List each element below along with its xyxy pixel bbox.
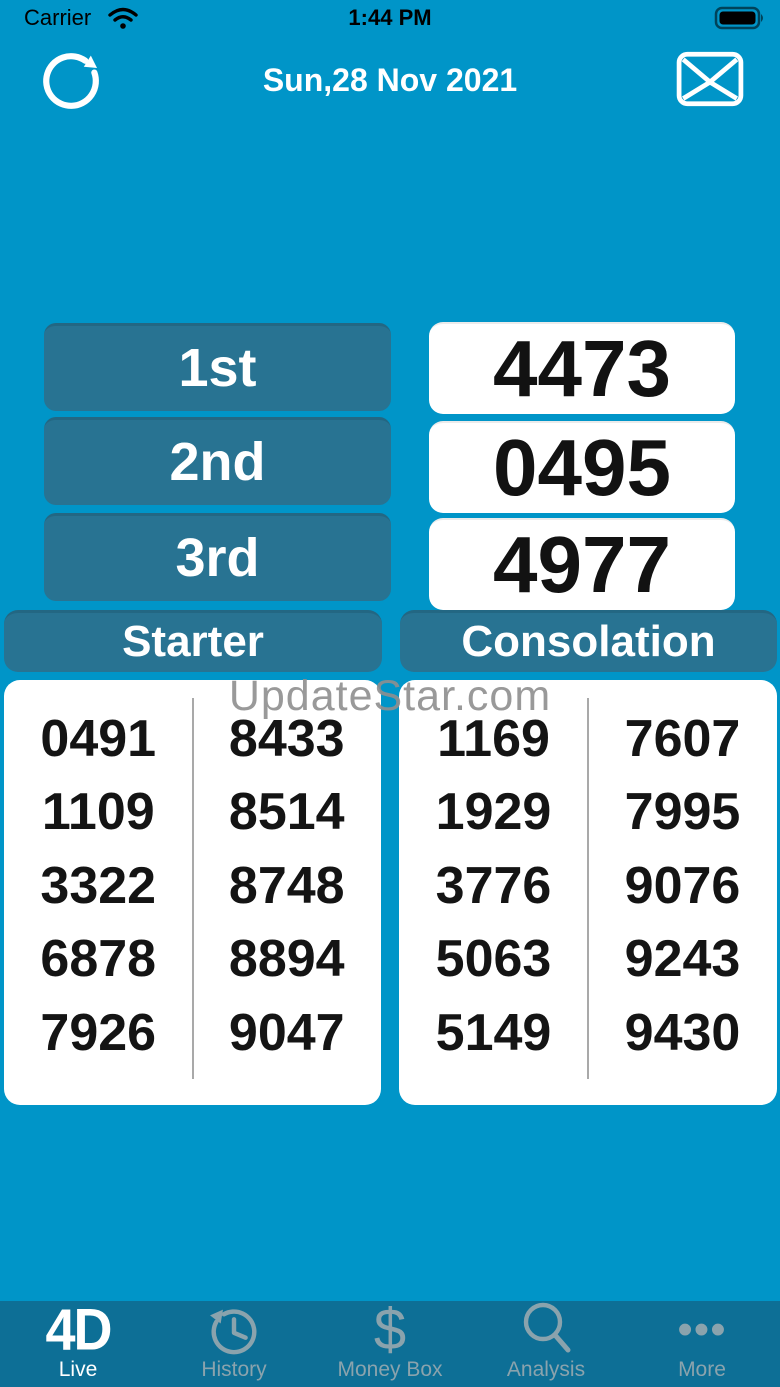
tab-bar: 4D Live History $ Money Box (0, 1301, 780, 1387)
consolation-number: 3776 (435, 856, 552, 915)
starter-number: 3322 (40, 856, 157, 915)
consolation-column-2: 7607 7995 9076 9243 9430 (588, 702, 777, 1070)
dollar-icon: $ (373, 1297, 407, 1362)
consolation-panel: 1169 1929 3776 5063 5149 7607 7995 9076 … (399, 680, 777, 1105)
tab-money-box-label: Money Box (337, 1358, 443, 1381)
status-time: 1:44 PM (348, 5, 432, 30)
consolation-number: 7995 (624, 783, 741, 842)
prize-value-2nd: 0495 (429, 421, 735, 513)
prize-value-1st: 4473 (429, 322, 735, 414)
tab-money-box[interactable]: $ Money Box (312, 1301, 468, 1387)
tab-live-label: Live (58, 1358, 98, 1381)
starter-column-1: 0491 1109 3322 6878 7926 (4, 702, 193, 1070)
draw-date: Sun,28 Nov 2021 (262, 62, 518, 98)
tab-history-label: History (201, 1358, 267, 1381)
prize-label-3rd: 3rd (44, 513, 391, 601)
status-bar: Carrier 1:44 PM (0, 0, 780, 36)
starter-header: Starter (4, 610, 382, 672)
tab-analysis[interactable]: Analysis (468, 1301, 624, 1387)
starter-number: 8748 (228, 856, 345, 915)
history-clock-icon (205, 1299, 263, 1362)
starter-number: 8514 (228, 783, 345, 842)
starter-column-2: 8433 8514 8748 8894 9047 (193, 702, 382, 1070)
starter-panel: 0491 1109 3322 6878 7926 8433 8514 8748 … (4, 680, 381, 1105)
tab-live[interactable]: 4D Live (0, 1301, 156, 1387)
starter-number: 8433 (228, 709, 345, 768)
wifi-icon (108, 6, 138, 35)
tab-more[interactable]: ••• More (624, 1301, 780, 1387)
prize-label-1st: 1st (44, 323, 391, 411)
column-divider (191, 698, 194, 1079)
starter-number: 7926 (40, 1003, 157, 1062)
tab-more-label: More (678, 1358, 726, 1381)
column-divider (587, 698, 589, 1079)
more-dots-icon: ••• (677, 1305, 727, 1354)
consolation-number: 5149 (435, 1003, 552, 1062)
starter-number: 1109 (41, 783, 155, 842)
consolation-number: 9430 (624, 1003, 741, 1062)
starter-number: 8894 (228, 930, 345, 989)
consolation-number: 5063 (435, 930, 552, 989)
consolation-header: Consolation (400, 610, 777, 672)
refresh-button[interactable] (40, 46, 102, 112)
battery-icon (714, 5, 766, 36)
consolation-number: 9243 (624, 930, 741, 989)
magnifier-icon (518, 1300, 574, 1361)
consolation-number: 7607 (624, 709, 741, 768)
tab-analysis-label: Analysis (506, 1358, 586, 1381)
carrier-label: Carrier (24, 5, 92, 30)
consolation-number: 1929 (435, 783, 552, 842)
consolation-column-1: 1169 1929 3776 5063 5149 (399, 702, 588, 1070)
prize-value-3rd: 4977 (429, 518, 735, 610)
starter-number: 9047 (228, 1003, 345, 1062)
consolation-number: 1169 (437, 709, 550, 768)
starter-number: 0491 (40, 709, 157, 768)
4d-logo-icon: 4D (45, 1297, 112, 1363)
starter-number: 6878 (40, 930, 157, 989)
consolation-number: 9076 (624, 856, 741, 915)
mail-button[interactable] (676, 50, 744, 108)
prize-label-2nd: 2nd (44, 417, 391, 505)
tab-history[interactable]: History (156, 1301, 312, 1387)
